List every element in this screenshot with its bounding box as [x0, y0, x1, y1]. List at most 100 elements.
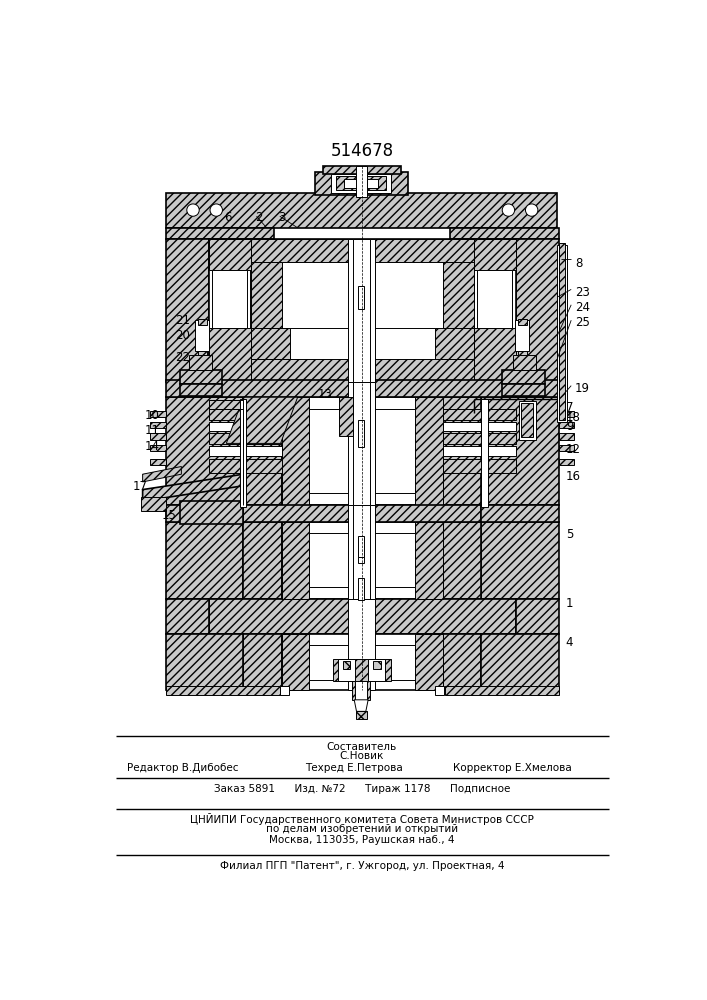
Text: 9: 9	[566, 420, 573, 433]
Bar	[353, 382, 370, 505]
Bar	[209, 239, 251, 270]
Bar	[343, 661, 351, 669]
Bar	[209, 328, 251, 382]
Bar	[416, 397, 443, 505]
Bar	[209, 599, 516, 634]
Text: Составитель: Составитель	[327, 742, 397, 752]
Bar	[323, 166, 401, 174]
Text: 21: 21	[175, 314, 190, 327]
Bar	[521, 403, 533, 437]
Bar	[443, 634, 481, 690]
Bar	[209, 446, 282, 456]
Bar	[166, 239, 209, 382]
Bar	[435, 686, 444, 695]
Polygon shape	[226, 397, 298, 443]
Bar	[474, 239, 516, 270]
Bar	[212, 270, 247, 328]
Bar	[516, 239, 559, 382]
Text: Филиал ПГП "Патент", г. Ужгород, ул. Проектная, 4: Филиал ПГП "Патент", г. Ужгород, ул. Про…	[220, 861, 504, 871]
Bar	[315, 172, 409, 195]
Text: 15: 15	[162, 509, 177, 522]
Text: 17: 17	[132, 480, 148, 493]
Bar	[435, 328, 474, 359]
Bar	[559, 411, 574, 417]
Text: 19: 19	[575, 382, 590, 395]
Bar	[358, 536, 364, 557]
Bar	[209, 380, 516, 397]
Text: 20: 20	[175, 329, 190, 342]
Bar	[309, 409, 360, 493]
Text: 13: 13	[317, 388, 333, 401]
Bar	[180, 370, 223, 384]
Circle shape	[210, 204, 223, 216]
Bar	[180, 501, 243, 524]
Bar	[353, 239, 370, 382]
Bar	[369, 262, 443, 328]
Bar	[445, 686, 559, 695]
Bar	[518, 401, 535, 440]
Bar	[516, 380, 559, 397]
Text: 16: 16	[566, 470, 580, 483]
Bar	[516, 599, 559, 634]
Bar	[209, 422, 282, 431]
Bar	[368, 681, 370, 700]
Text: 10: 10	[145, 409, 160, 422]
Bar	[348, 505, 375, 599]
Bar	[240, 399, 247, 507]
Bar	[559, 433, 574, 440]
Bar	[443, 522, 481, 599]
Bar	[477, 270, 513, 328]
Bar	[166, 634, 243, 690]
Bar	[481, 522, 559, 599]
Bar	[166, 599, 209, 634]
Text: по делам изобретений и открытий: по делам изобретений и открытий	[266, 824, 458, 834]
Bar	[166, 686, 280, 695]
Text: Корректор Е.Хмелова: Корректор Е.Хмелова	[452, 763, 571, 773]
Bar	[282, 522, 309, 599]
Bar	[280, 686, 289, 695]
Bar	[443, 409, 516, 420]
Bar	[282, 397, 309, 505]
Text: 2: 2	[255, 211, 262, 224]
Bar	[166, 193, 557, 228]
Polygon shape	[354, 700, 368, 711]
Bar	[481, 634, 559, 690]
Bar	[358, 286, 364, 309]
Bar	[356, 711, 367, 719]
Bar	[518, 319, 527, 325]
Bar	[151, 459, 166, 465]
Bar	[559, 243, 565, 420]
Bar	[474, 328, 516, 382]
Text: 11: 11	[145, 424, 160, 437]
Text: 7: 7	[566, 401, 573, 414]
Text: Заказ 5891      Изд. №72      Тираж 1178      Подписное: Заказ 5891 Изд. №72 Тираж 1178 Подписное	[214, 784, 510, 794]
Bar	[151, 433, 166, 440]
Bar	[481, 505, 559, 522]
Text: 14: 14	[145, 440, 160, 453]
Bar	[416, 634, 443, 690]
Bar	[344, 179, 378, 188]
Bar	[339, 397, 353, 436]
Text: 18: 18	[566, 411, 580, 424]
Bar	[282, 522, 443, 599]
Bar	[209, 400, 243, 409]
Text: 12: 12	[566, 443, 580, 456]
Bar	[251, 359, 474, 382]
Bar	[559, 459, 574, 465]
Bar	[559, 445, 574, 451]
Text: 8: 8	[575, 257, 583, 270]
Bar	[251, 239, 474, 262]
Bar	[332, 659, 391, 681]
Bar	[309, 533, 360, 587]
Bar	[443, 397, 481, 505]
Bar	[365, 409, 416, 493]
Bar	[282, 262, 356, 328]
Bar	[557, 245, 566, 422]
Text: Редактор В.Дибобес: Редактор В.Дибобес	[127, 763, 239, 773]
Bar	[443, 459, 516, 473]
Bar	[209, 409, 282, 420]
Text: 4: 4	[566, 636, 573, 649]
Bar	[358, 578, 364, 600]
Bar	[373, 661, 380, 669]
Bar	[166, 380, 209, 397]
